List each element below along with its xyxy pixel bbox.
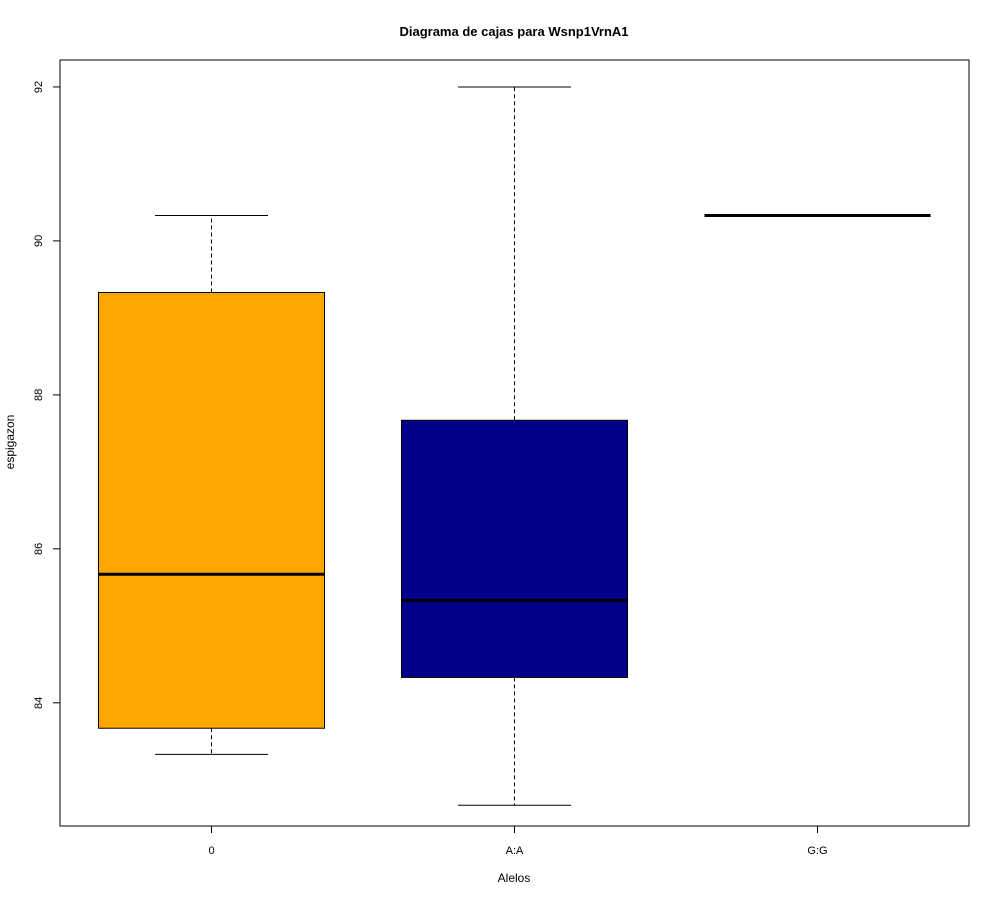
y-tick-label: 88 (33, 389, 45, 401)
y-axis: 84 86 88 90 92 (33, 81, 60, 709)
x-tick-label: G:G (807, 845, 827, 857)
x-tick-label: 0 (208, 845, 214, 857)
x-tick-label: A:A (506, 845, 524, 857)
box-body (400, 419, 629, 678)
chart-title: Diagrama de cajas para Wsnp1VrnA1 (399, 24, 628, 39)
x-axis-label: Alelos (498, 871, 531, 885)
y-tick-label: 84 (33, 697, 45, 709)
box-body (97, 291, 326, 729)
y-tick-label: 90 (33, 235, 45, 247)
boxes-layer (97, 86, 931, 806)
y-tick-label: 86 (33, 543, 45, 555)
box-group-1 (400, 86, 629, 806)
x-axis: 0 A:A G:G (208, 826, 828, 857)
y-axis-label: espigazon (3, 415, 17, 470)
box-group-0 (97, 215, 326, 755)
y-tick-label: 92 (33, 81, 45, 93)
